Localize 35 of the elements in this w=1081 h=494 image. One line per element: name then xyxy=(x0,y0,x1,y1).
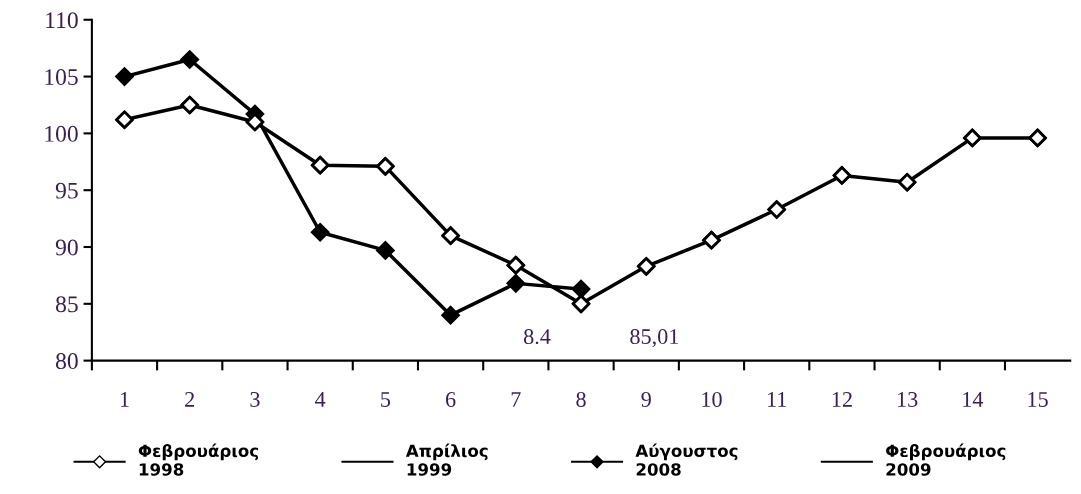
x-tick-label: 13 xyxy=(897,392,918,407)
legend-label: Απρίλιος 1999 xyxy=(405,443,488,476)
x-tick-label: 8 xyxy=(576,391,586,407)
point xyxy=(376,241,395,260)
x-tick-label: 3 xyxy=(250,392,260,407)
point xyxy=(115,67,134,86)
y-tick-label: 90 xyxy=(55,239,78,256)
x-tick-label: 1 xyxy=(120,392,129,407)
legend-label: Αύγουστος 2008 xyxy=(635,443,738,476)
x-tick-label: 7 xyxy=(511,392,521,407)
x-tick-label: 11 xyxy=(767,392,787,407)
annotation: 8.4 xyxy=(523,329,551,345)
x-tick-label: 2 xyxy=(185,392,195,407)
y-tick-label: 100 xyxy=(45,125,78,142)
y-tick-label: 85 xyxy=(55,296,78,313)
x-tick-label: 15 xyxy=(1028,392,1048,407)
point xyxy=(180,50,199,69)
y-tick-label: 105 xyxy=(45,69,78,85)
x-tick-label: 14 xyxy=(963,392,984,407)
point xyxy=(441,305,460,325)
x-tick-label: 9 xyxy=(641,392,651,407)
x-tick-label: 5 xyxy=(381,392,391,407)
legend-label: Φεβρουάριος 1998 xyxy=(138,443,259,476)
x-tick-label: 6 xyxy=(446,392,456,407)
legend-label: Φεβρουάριος 2009 xyxy=(886,443,1006,476)
y-tick-label: 80 xyxy=(55,353,78,370)
x-tick-label: 12 xyxy=(832,392,852,407)
y-tick-label: 110 xyxy=(46,12,78,29)
point xyxy=(571,279,591,299)
point xyxy=(310,222,330,242)
y-tick-label: 95 xyxy=(55,182,78,199)
x-tick-label: 10 xyxy=(702,391,722,407)
point xyxy=(506,274,526,293)
x-tick-label: 4 xyxy=(315,392,326,407)
annotation: 85,01 xyxy=(630,329,679,348)
